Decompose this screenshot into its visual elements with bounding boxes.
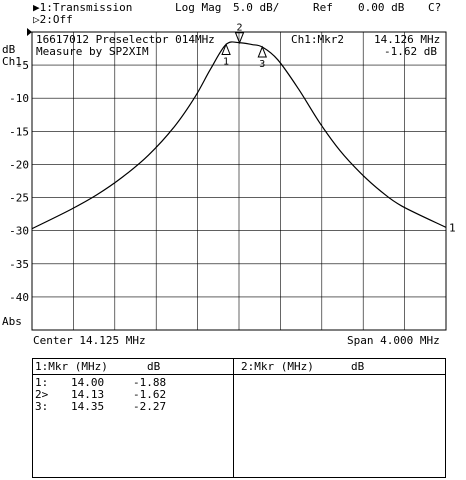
table-row-2-value: -1.62 — [133, 388, 167, 401]
table-divider — [233, 359, 234, 477]
marker-group: 1 2 3 — [221, 23, 268, 70]
span-label: Span 4.000 MHz — [347, 334, 440, 347]
trace-group — [31, 41, 447, 230]
plot-grid — [27, 28, 447, 331]
scale-label: 5.0 dB/ — [233, 1, 280, 14]
y-tick-label: -20 — [9, 158, 29, 171]
table-row-1-id: 1: — [35, 376, 49, 389]
trace-end-label: 1 — [449, 221, 456, 234]
table-row-1-value: -1.88 — [133, 376, 167, 389]
table-row-3-id: 3: — [35, 400, 49, 413]
trace2-label: ▷2:Off — [33, 13, 73, 26]
marker-1-icon — [221, 43, 231, 55]
table-row-2-freq: 14.13 — [71, 388, 105, 401]
active-marker-label: Ch1:Mkr2 — [291, 33, 344, 46]
marker-2-icon — [234, 32, 245, 45]
y-tick-labels: -5 -10 -15 -20 -25 -30 -35 -40 — [9, 59, 29, 304]
y-tick-label: -10 — [9, 92, 29, 105]
right-table-header-db: dB — [351, 360, 365, 373]
right-table-header-freq: 2:Mkr (MHz) — [241, 360, 314, 373]
center-frequency-label: Center 14.125 MHz — [33, 334, 146, 347]
marker-2-label: 2 — [237, 23, 243, 34]
table-row-3-freq: 14.35 — [71, 400, 105, 413]
active-marker-freq: 14.126 MHz — [374, 33, 441, 46]
table-row-1-freq: 14.00 — [71, 376, 105, 389]
marker-3-icon — [257, 45, 268, 58]
table-row-2-id: 2> — [35, 388, 49, 401]
ref-label: Ref — [313, 1, 333, 14]
format-label: Log Mag — [175, 1, 222, 14]
y-tick-label: -40 — [9, 291, 29, 304]
marker-table: 1:Mkr (MHz) dB 2:Mkr (MHz) dB 1: 14.00 -… — [32, 358, 446, 478]
y-tick-label: -5 — [16, 59, 29, 72]
left-table-header-freq: 1:Mkr (MHz) — [35, 360, 108, 373]
chart-subtitle: Measure by SP2XIM — [36, 45, 149, 58]
ref-value: 0.00 dB — [358, 1, 405, 14]
marker-3-label: 3 — [259, 59, 265, 70]
unit-top-label: dB — [2, 43, 16, 56]
left-table-header-db: dB — [147, 360, 161, 373]
chart-title: 16617012 Preselector 014MHz — [36, 33, 215, 46]
transmission-trace — [31, 41, 447, 230]
table-header-rule — [33, 374, 445, 375]
y-tick-label: -25 — [9, 192, 29, 205]
table-row-3-value: -2.27 — [133, 400, 167, 413]
channel-label: Ch1 — [2, 55, 22, 68]
active-marker-value: -1.62 dB — [384, 45, 437, 58]
unit-bottom-label: Abs — [2, 315, 22, 328]
cal-status: C? — [428, 1, 442, 14]
y-tick-label: -35 — [9, 258, 29, 271]
y-tick-label: -15 — [9, 125, 29, 138]
trace1-label: ▶1:Transmission — [33, 1, 133, 14]
y-tick-label: -30 — [9, 225, 29, 238]
marker-1-label: 1 — [223, 56, 229, 67]
reference-pointer — [27, 28, 32, 36]
